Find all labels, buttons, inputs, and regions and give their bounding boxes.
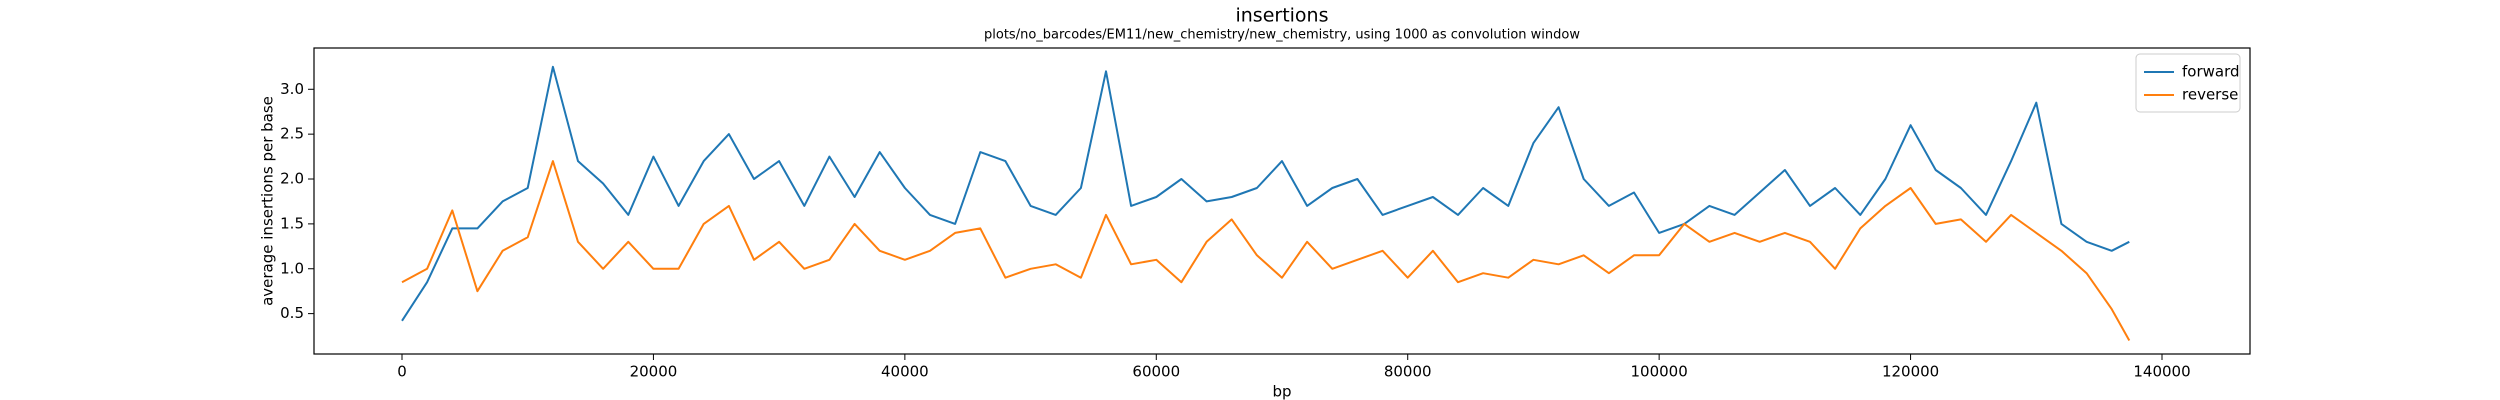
x-tick-label: 80000 — [1384, 363, 1432, 381]
x-axis-label: bp — [1272, 383, 1291, 400]
line-series — [401, 160, 2131, 341]
line-series — [401, 65, 2130, 322]
x-tick-label: 120000 — [1882, 363, 1939, 381]
chart-subtitle: plots/no_barcodes/EM11/new_chemistry/new… — [984, 28, 1580, 43]
plot-frame — [313, 47, 2251, 355]
x-tick-label: 0 — [397, 363, 407, 381]
y-tick-label: 2.5 — [280, 125, 304, 143]
y-axis-label: average insertions per base — [259, 96, 277, 306]
x-tick-label: 60000 — [1132, 363, 1180, 381]
x-tick-label: 40000 — [881, 363, 929, 381]
y-tick-label: 0.5 — [280, 304, 304, 322]
y-tick-label: 1.0 — [280, 259, 304, 277]
x-tick-label: 140000 — [2133, 363, 2190, 381]
y-tick-label: 3.0 — [280, 80, 304, 98]
y-tick-label: 2.0 — [280, 170, 304, 188]
chart-title: insertions — [1235, 5, 1328, 27]
x-tick-label: 100000 — [1631, 363, 1688, 381]
x-tick-label: 20000 — [630, 363, 678, 381]
legend-box — [2135, 53, 2241, 113]
legend-label: forward — [2182, 63, 2240, 81]
y-tick-label: 1.5 — [280, 214, 304, 232]
legend-label: reverse — [2182, 86, 2238, 104]
legend: forward reverse — [2135, 53, 2241, 113]
